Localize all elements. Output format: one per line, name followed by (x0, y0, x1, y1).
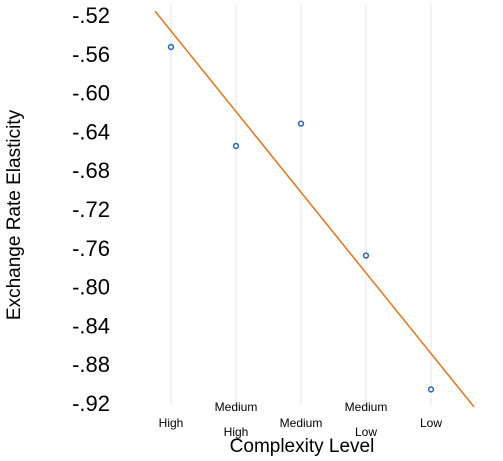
trendline (154, 10, 475, 408)
x-tick-label: Medium (280, 416, 323, 430)
y-tick-labels: -.52 -.56 -.60 -.64 -.68 -.72 -.76 -.80 -.84 -.88… (72, 3, 110, 416)
data-point (362, 252, 370, 259)
y-tick-label: -.88 (72, 352, 110, 377)
y-tick-label: -.76 (72, 236, 110, 261)
x-tick-label: Medium (345, 400, 388, 414)
y-tick-label: -.64 (72, 119, 110, 144)
y-axis-title: Exchange Rate Elasticity (4, 109, 25, 320)
x-tick-labels: High Medium High Medium Medium Low Low (159, 400, 443, 439)
y-tick-label: -.56 (72, 42, 110, 67)
y-tick-label: -.60 (72, 81, 110, 106)
y-tick-label: -.84 (72, 313, 110, 338)
data-point (232, 142, 240, 150)
y-tick-label: -.80 (72, 275, 110, 300)
y-tick-label: -.92 (72, 391, 110, 416)
grid-layer (170, 5, 432, 405)
x-tick-label: Medium (215, 400, 258, 414)
y-tick-label: -.68 (72, 158, 110, 183)
data-points (167, 43, 435, 393)
data-point (297, 120, 305, 127)
data-point (427, 386, 435, 393)
x-axis-title: Complexity Level (230, 436, 375, 457)
x-tick-label: High (224, 425, 249, 439)
y-tick-label: -.72 (72, 197, 110, 222)
data-point (167, 43, 175, 51)
x-tick-label: Low (355, 425, 377, 439)
y-tick-label: -.52 (72, 3, 110, 28)
x-tick-label: High (159, 416, 184, 430)
x-tick-label: Low (420, 416, 442, 430)
